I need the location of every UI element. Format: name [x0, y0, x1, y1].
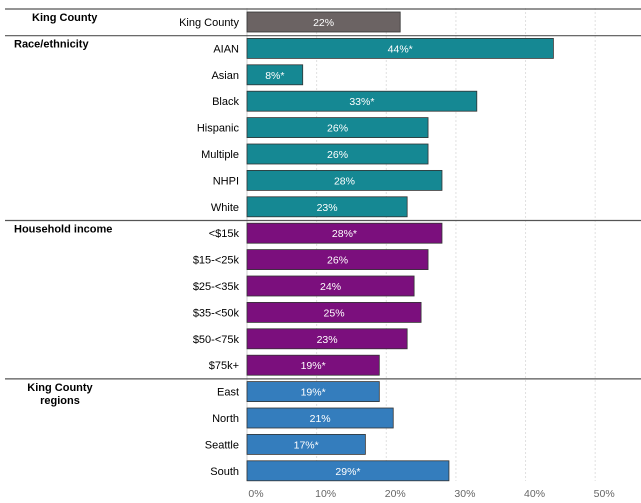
category-label: North	[212, 413, 239, 425]
bar-value-label: 17%*	[294, 439, 319, 451]
bar-value-label: 24%	[320, 281, 341, 293]
category-label: King County	[179, 17, 239, 29]
x-tick-label: 0%	[248, 488, 263, 500]
bar--25-35k	[246, 275, 415, 297]
bar-value-label: 8%*	[265, 70, 284, 82]
bar--75k-	[246, 354, 380, 376]
category-label: East	[217, 387, 239, 399]
bar-east	[246, 381, 380, 403]
category-label: $50-<75k	[193, 334, 240, 346]
bar-value-label: 22%	[313, 17, 334, 29]
x-axis-ticks: 0% 10% 20% 30% 40% 50%	[248, 488, 614, 500]
category-label: Seattle	[205, 439, 239, 451]
group-label-line: regions	[40, 395, 80, 407]
bar--50-75k	[246, 328, 408, 350]
group-separators	[5, 8, 641, 380]
bar-value-label: 19%*	[301, 387, 326, 399]
bar-black	[246, 90, 478, 112]
bar-aian	[246, 38, 554, 59]
bar-value-label: 33%*	[349, 96, 374, 108]
bar-value-label: 21%	[310, 413, 331, 425]
category-label: White	[211, 202, 239, 214]
category-label: Hispanic	[197, 123, 240, 135]
bar-value-labels: 22% 44%* 8%* 33%* 26% 26% 28% 23% 28%* 26% 24% 25% 2…	[265, 17, 413, 478]
bar-value-label: 28%	[334, 175, 355, 187]
bar-south	[246, 460, 450, 482]
group-label-line: King County	[27, 382, 93, 394]
group-label: King County regions	[27, 382, 93, 407]
group-label: Race/ethnicity	[14, 39, 89, 51]
group-label: Household income	[14, 224, 112, 236]
category-label: $15-<25k	[193, 255, 240, 267]
bar-value-label: 19%*	[301, 360, 326, 372]
category-label: South	[210, 466, 239, 478]
x-tick-label: 30%	[454, 488, 475, 500]
bar-hispanic	[246, 117, 429, 138]
bar-value-label: 25%	[324, 307, 345, 319]
bar-value-label: 23%	[317, 334, 338, 346]
bars	[246, 11, 554, 482]
category-label: Black	[212, 96, 239, 108]
bar-value-label: 26%	[327, 123, 348, 135]
category-label: AIAN	[213, 43, 239, 55]
x-tick-label: 20%	[385, 488, 406, 500]
bar-multiple	[246, 143, 429, 165]
category-labels: King County AIAN Asian Black Hispanic Multipl…	[179, 17, 239, 478]
group-label: King County	[32, 12, 98, 24]
bar-king-county	[246, 11, 401, 33]
x-tick-label: 40%	[524, 488, 545, 500]
x-tick-label: 50%	[594, 488, 615, 500]
category-label: <$15k	[209, 228, 240, 240]
group-labels: King County Race/ethnicity Household incom…	[14, 12, 112, 407]
bar-asian	[246, 64, 304, 86]
x-tick-label: 10%	[315, 488, 336, 500]
category-label: $35-<50k	[193, 307, 240, 319]
category-label: NHPI	[213, 175, 239, 187]
grid-layer	[246, 8, 596, 481]
bar-north	[246, 407, 394, 429]
category-label: $25-<35k	[193, 281, 240, 293]
bar-nhpi	[246, 169, 443, 191]
category-label: Multiple	[201, 149, 239, 161]
bar-value-label: 28%*	[332, 228, 357, 240]
bar-white	[246, 196, 408, 218]
category-label: $75k+	[209, 360, 239, 372]
bar-value-label: 26%	[327, 255, 348, 267]
bar-value-label: 26%	[327, 149, 348, 161]
bar-value-label: 29%*	[335, 466, 360, 478]
bar--15k	[246, 222, 443, 244]
bar-seattle	[246, 433, 366, 455]
bar--35-50k	[246, 301, 422, 323]
bar--15-25k	[246, 249, 429, 271]
bar-value-label: 44%*	[388, 43, 413, 55]
bar-value-label: 23%	[317, 202, 338, 214]
category-label: Asian	[211, 70, 239, 82]
